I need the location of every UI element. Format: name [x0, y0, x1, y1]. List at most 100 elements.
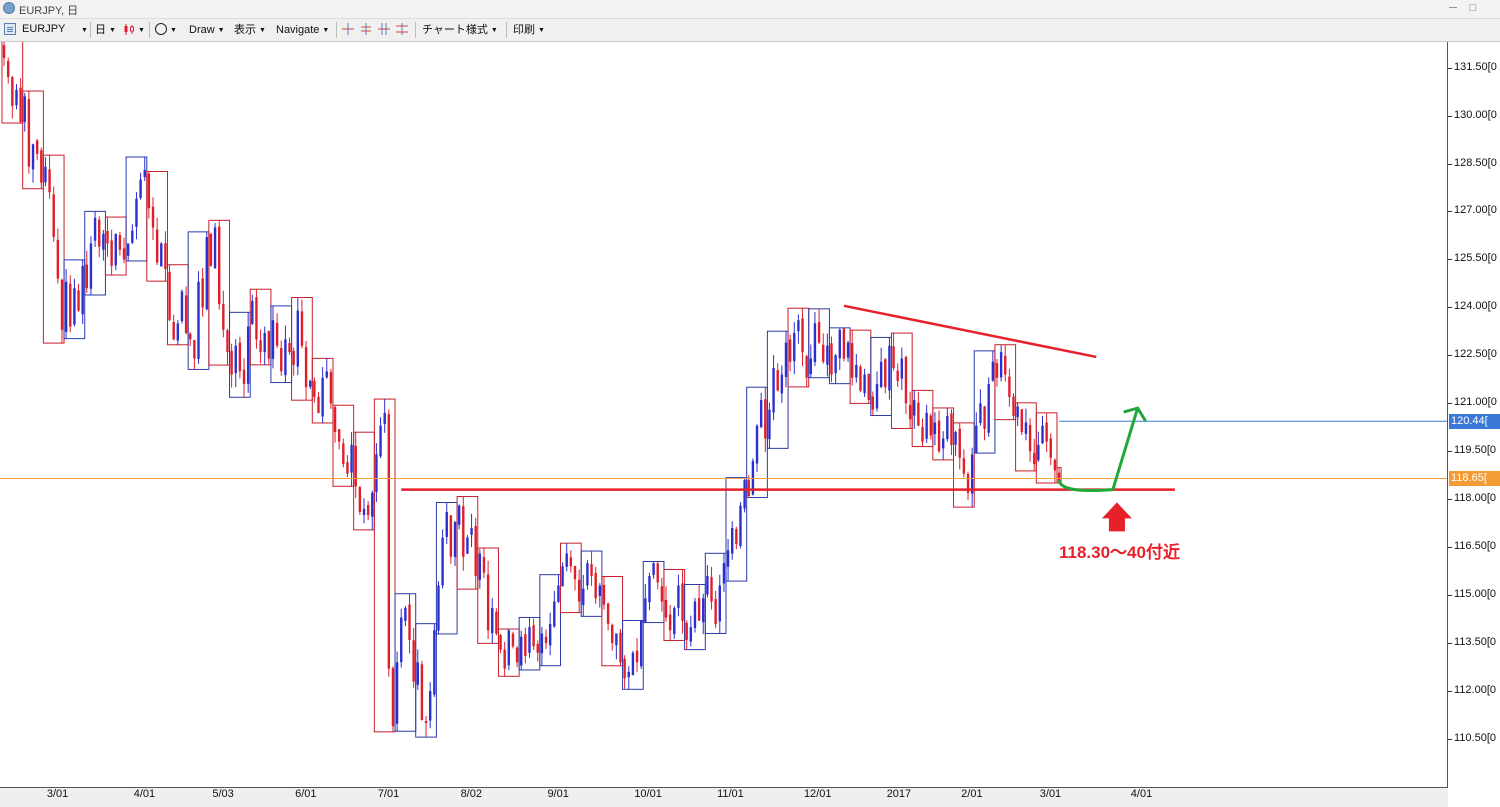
maximize-button[interactable]: □ [1469, 2, 1477, 14]
candle-body [764, 399, 767, 439]
price-tick-label: 128.50[0 [1454, 156, 1497, 169]
navigate-menu[interactable]: Navigate ▼ [276, 24, 330, 36]
candle-body [110, 240, 113, 266]
zoom-out-vertical-button[interactable] [377, 22, 391, 38]
zoom-in-horizontal-button[interactable] [359, 22, 373, 38]
candle-body [929, 415, 932, 436]
price-tick-mark [1448, 259, 1452, 261]
projected-bounce-arrow [1057, 407, 1140, 493]
candle-body [288, 343, 291, 353]
candle-body [553, 601, 556, 627]
candle-body [64, 281, 68, 332]
candle-body [193, 340, 196, 359]
chart-list-icon[interactable] [4, 23, 16, 35]
price-tick-label: 131.50[0 [1454, 60, 1497, 73]
candle-body [1045, 422, 1048, 442]
candle-body [48, 169, 51, 193]
candle-body [73, 288, 76, 325]
symbol-input[interactable] [20, 21, 94, 37]
candle-body [379, 425, 382, 457]
candle-body [805, 356, 808, 378]
candle-body [702, 598, 705, 623]
candle-body [842, 328, 846, 359]
candle-body [226, 330, 229, 353]
candle-body [486, 574, 490, 631]
candle-body [958, 428, 961, 458]
price-tick-mark [1448, 211, 1452, 213]
candle-body [875, 384, 879, 409]
candle-body [263, 332, 266, 353]
candlestick-icon [124, 24, 134, 35]
candle-body [933, 422, 937, 435]
candle-body [793, 332, 796, 362]
candlestick-chart[interactable] [0, 42, 1448, 787]
current-price-tag-blue: 120.44[ [1449, 414, 1500, 430]
price-tick-label: 125.50[0 [1454, 252, 1497, 265]
candle-body [31, 144, 35, 170]
view-menu[interactable]: 表示 ▼ [234, 24, 266, 36]
price-tick-mark [1448, 355, 1452, 357]
candle-body [251, 300, 254, 324]
candle-body [1041, 425, 1044, 444]
candle-body [515, 647, 519, 663]
price-tick-mark [1448, 67, 1452, 69]
weekly-range-box [22, 90, 44, 190]
candle-body [714, 599, 717, 624]
candle-body [135, 198, 138, 227]
candle-body [557, 585, 560, 602]
candle-body [544, 636, 548, 644]
candle-body [652, 563, 655, 576]
price-tick-mark [1448, 547, 1452, 549]
candle-body [441, 537, 444, 586]
print-menu[interactable]: 印刷 ▼ [513, 24, 545, 36]
candle-body [540, 633, 544, 654]
date-tick-label: 10/01 [634, 788, 662, 800]
price-tick-mark [1448, 163, 1452, 165]
candle-body [892, 346, 895, 369]
weekly-range-box [456, 496, 479, 590]
candle-body [143, 169, 146, 178]
candle-body [474, 526, 477, 576]
date-axis[interactable]: 3/01 4/01 5/03 6/01 7/01 8/02 9/01 10/01 11/01 12… [0, 787, 1448, 807]
shape-tool-dropdown[interactable]: ▼ [155, 22, 177, 38]
price-tick-mark [1448, 307, 1452, 309]
candle-body [946, 416, 949, 440]
candle-body [387, 414, 391, 669]
zoom-in-horizontal-icon [361, 23, 371, 35]
weekly-range-box [1, 42, 24, 124]
candle-body [834, 355, 837, 374]
candle-body [755, 425, 759, 464]
zoom-out-horizontal-button[interactable] [341, 22, 355, 38]
candle-body [337, 429, 341, 442]
candle-body [445, 512, 448, 537]
draw-menu[interactable]: Draw ▼ [189, 24, 225, 36]
candle-body [999, 352, 1003, 378]
candle-body [648, 575, 651, 603]
timeframe-dropdown[interactable]: 日 ▼ [95, 24, 116, 36]
candle-body [160, 243, 163, 267]
candle-body [991, 361, 995, 381]
candle-body [904, 357, 908, 404]
zoom-out-horizontal-icon [342, 23, 354, 35]
candle-body [131, 230, 134, 243]
bar-type-dropdown[interactable]: ▼ [123, 22, 145, 38]
candle-body [573, 565, 577, 580]
symbol-dropdown-caret[interactable]: ▼ [81, 27, 88, 34]
candle-body [751, 460, 755, 495]
candle-body [60, 279, 64, 330]
zoom-in-vertical-button[interactable] [395, 22, 409, 38]
toolbar-separator [90, 22, 91, 38]
candle-body [950, 413, 953, 445]
price-tick-mark [1448, 691, 1452, 693]
minimize-button[interactable]: ─ [1449, 2, 1457, 14]
candle-body [27, 99, 31, 167]
candle-body [300, 311, 304, 346]
candle-body [114, 233, 117, 266]
candle-body [565, 553, 568, 567]
price-tick-label: 112.00[0 [1454, 684, 1497, 697]
candle-body [428, 691, 432, 721]
chart-style-menu[interactable]: チャート様式 ▼ [422, 24, 498, 36]
candle-body [987, 384, 990, 433]
chart-plot-area[interactable] [0, 42, 1448, 787]
candle-body [731, 528, 734, 554]
